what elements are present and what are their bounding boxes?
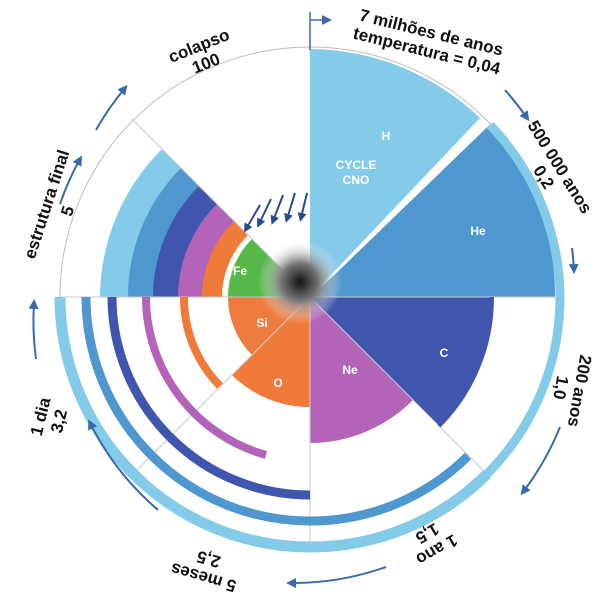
shell-arc-h-right [309,470,491,553]
oxygen-segment [232,297,310,408]
helium-segment [310,125,556,297]
element-ne: Ne [342,363,358,377]
shell-arc-he [81,296,311,526]
element-he: He [470,224,486,238]
time-arrows [28,84,579,589]
cno-line1: CYCLE [336,158,377,172]
shell-arc-he-right [309,452,472,526]
stellar-core [258,240,342,324]
shell-arc-h [54,296,311,553]
cno-line2: CNO [343,173,370,187]
shell-arc-h-right-lower [483,296,565,478]
element-o: O [273,376,282,390]
shell-arc-c [107,296,311,500]
final-temp-label: 5 [57,204,78,219]
shell-arc-ne [142,296,268,459]
carbon-temp-label: 1,0 [549,374,572,401]
element-fe: Fe [233,264,247,278]
element-h: H [382,129,391,143]
shell-arc-c-right [437,296,495,428]
collapse-arrows [243,192,308,233]
neon-segment [310,297,413,443]
hydrogen-segment [310,49,480,297]
shell-arc-o [179,296,223,389]
element-si: Si [256,316,267,330]
carbon-segment [310,297,493,426]
shell-arc-h-upper-right [486,121,565,298]
element-c: C [440,346,449,360]
